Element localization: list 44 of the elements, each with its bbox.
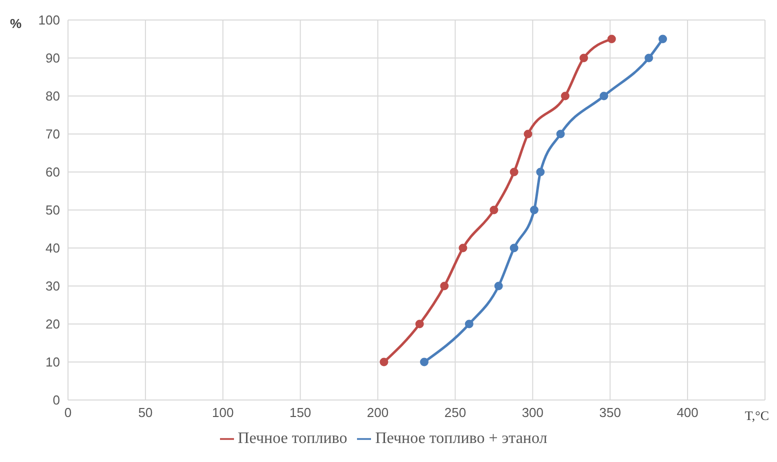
point: [644, 54, 654, 62]
point: [536, 168, 545, 176]
point: [658, 34, 668, 44]
point: [380, 358, 388, 366]
y-tick-label: 90: [46, 50, 60, 66]
x-tick-label: 300: [522, 405, 544, 420]
x-tick-label: 350: [599, 405, 621, 420]
legend-label: Печное топливо: [238, 430, 348, 447]
point: [420, 358, 428, 366]
y-tick-label: 40: [46, 240, 60, 256]
y-tick-label: 80: [46, 88, 60, 104]
x-tick-label: 200: [366, 405, 389, 420]
point: [560, 92, 570, 100]
y-tick-label: 30: [46, 278, 60, 294]
x-tick-label: 50: [138, 405, 153, 420]
y-tick-label: 70: [46, 126, 60, 142]
x-tick-label: 400: [676, 405, 698, 420]
y-tick-label: 50: [46, 202, 60, 218]
y-tick-label: 60: [46, 164, 60, 180]
point: [458, 244, 468, 252]
point: [600, 92, 608, 100]
point: [510, 168, 518, 176]
point: [607, 34, 616, 44]
y-axis-title: %: [10, 16, 22, 31]
y-tick-label: 100: [38, 12, 60, 28]
point: [464, 320, 474, 328]
x-tick-label: 0: [64, 405, 72, 420]
point: [530, 206, 538, 214]
x-tick-label: 150: [289, 405, 312, 420]
y-tick-label: 0: [52, 392, 60, 408]
point: [490, 206, 498, 214]
point: [510, 244, 518, 252]
x-tick-label: 250: [444, 405, 466, 420]
point: [580, 54, 588, 62]
point: [415, 320, 424, 328]
legend-label: Печное топливо + этанол: [375, 430, 548, 447]
x-axis-title: T,°C: [744, 408, 769, 424]
y-tick-label: 20: [46, 316, 60, 332]
x-tick-label: 100: [212, 405, 234, 420]
point: [440, 282, 449, 290]
point: [494, 282, 503, 290]
point: [524, 130, 532, 138]
y-tick-label: 10: [46, 354, 60, 370]
point: [556, 130, 565, 138]
